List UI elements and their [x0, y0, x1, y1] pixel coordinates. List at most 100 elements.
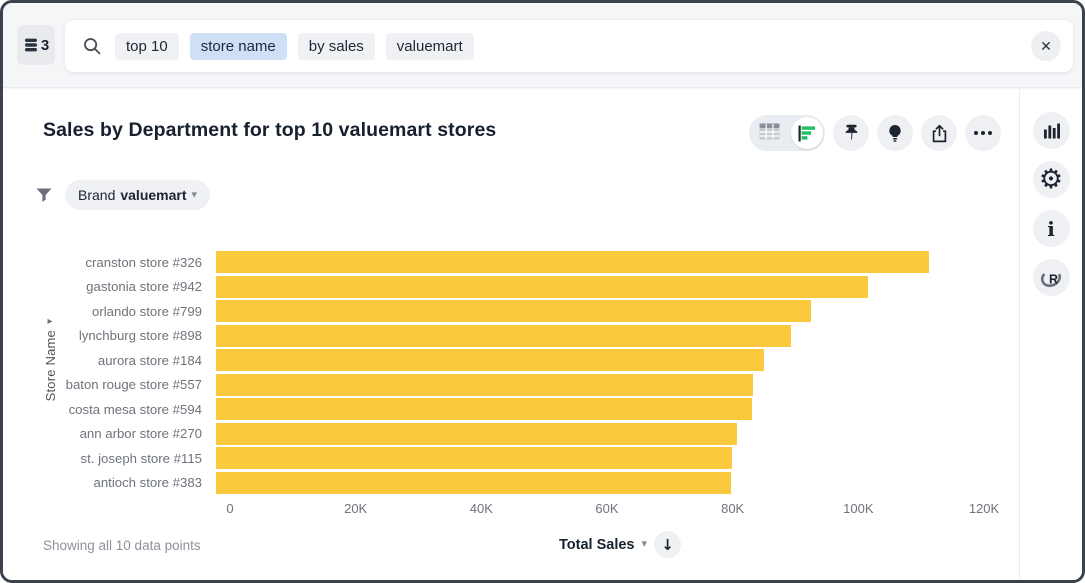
bar-track — [216, 324, 970, 347]
bar[interactable] — [216, 398, 752, 421]
data-points-status: Showing all 10 data points — [43, 538, 201, 553]
search-icon — [82, 36, 102, 56]
chart-bar-row: orlando store #799 — [3, 299, 1012, 324]
bar-track — [216, 251, 970, 274]
answer-panel: Sales by Department for top 10 valuemart… — [3, 89, 1082, 580]
database-icon — [23, 37, 39, 53]
gear-icon: ⚙ — [1038, 164, 1064, 195]
x-axis-tick-label: 0 — [226, 501, 234, 516]
bar-track — [216, 447, 970, 470]
x-axis-tick-label: 100K — [843, 501, 874, 516]
category-label: ann arbor store #270 — [79, 426, 202, 442]
filter-row: Brand valuemart ▾ — [36, 180, 211, 210]
chevron-down-icon: ▾ — [191, 188, 198, 201]
bar[interactable] — [216, 422, 737, 445]
category-label: lynchburg store #898 — [78, 328, 202, 344]
lightbulb-icon — [887, 124, 903, 143]
category-label: antioch store #383 — [93, 475, 202, 491]
pin-icon — [843, 124, 860, 143]
pin-button[interactable] — [833, 115, 869, 151]
search-bar[interactable]: top 10 store name by sales valuemart ✕ — [65, 20, 1073, 72]
info-icon: i — [1047, 216, 1055, 241]
chart-bar-row: antioch store #383 — [3, 471, 1012, 496]
chart-bar-row: cranston store #326 — [3, 250, 1012, 275]
bar[interactable] — [216, 447, 732, 470]
filter-label: Brand — [78, 187, 116, 203]
chart-bar-row: aurora store #184 — [3, 348, 1012, 373]
category-label: aurora store #184 — [97, 352, 202, 368]
table-view-icon[interactable] — [759, 123, 780, 145]
bar[interactable] — [216, 349, 764, 372]
y-axis-expand-icon[interactable]: ▸ — [47, 316, 53, 327]
bar-track — [216, 349, 970, 372]
x-axis-title[interactable]: Total Sales — [559, 536, 635, 553]
bar[interactable] — [216, 373, 753, 396]
x-axis-tick-label: 80K — [721, 501, 745, 516]
data-source-button[interactable]: 3 — [17, 25, 55, 65]
sort-descending-icon: ↓ — [661, 535, 674, 554]
chart-bar-row: st. joseph store #115 — [3, 446, 1012, 471]
chart-bar-row: lynchburg store #898 — [3, 324, 1012, 349]
category-label: orlando store #799 — [92, 303, 202, 319]
insights-button[interactable] — [877, 115, 913, 151]
view-toggle[interactable] — [749, 115, 825, 151]
category-label: st. joseph store #115 — [80, 450, 202, 466]
sort-direction-button[interactable]: ↓ — [654, 531, 682, 558]
search-token[interactable]: by sales — [297, 32, 375, 60]
answer-actions — [749, 115, 1001, 151]
bar[interactable] — [216, 251, 930, 274]
close-search-button[interactable]: ✕ — [1031, 31, 1061, 61]
chevron-down-icon: ▾ — [641, 538, 648, 550]
bar-track — [216, 398, 970, 421]
bar[interactable] — [216, 300, 812, 323]
x-axis: 0 20K 40K 60K 80K 100K 120K — [226, 501, 999, 517]
bar[interactable] — [216, 471, 731, 494]
filter-value: valuemart — [120, 187, 187, 203]
search-token[interactable]: store name — [189, 32, 287, 60]
share-button[interactable] — [921, 115, 957, 151]
x-axis-tick-label: 40K — [469, 501, 493, 516]
bar-track — [216, 422, 970, 445]
search-token[interactable]: valuemart — [385, 32, 474, 60]
x-axis-tick-label: 120K — [968, 501, 1000, 516]
page-title: Sales by Department for top 10 valuemart… — [43, 119, 497, 141]
r-analysis-button[interactable]: R — [1032, 259, 1070, 296]
svg-text:R: R — [1049, 272, 1058, 286]
x-axis-tick-label: 60K — [595, 501, 619, 516]
filter-funnel-icon[interactable] — [36, 188, 52, 203]
chart-bar-row: ann arbor store #270 — [3, 422, 1012, 447]
chart-bar-row: baton rouge store #557 — [3, 373, 1012, 398]
chart-rows: cranston store #326 gastonia store #942 or… — [3, 250, 1012, 495]
bar-track — [216, 300, 970, 323]
chart-bar-row: gastonia store #942 — [3, 275, 1012, 300]
bar[interactable] — [216, 324, 791, 347]
info-button[interactable]: i — [1032, 210, 1070, 247]
search-token[interactable]: top 10 — [115, 32, 179, 60]
search-token-list: top 10 store name by sales valuemart — [115, 32, 1031, 60]
settings-button[interactable]: ⚙ — [1032, 161, 1070, 198]
data-source-count: 3 — [40, 36, 50, 54]
bar-track — [216, 471, 970, 494]
chart-bar-row: costa mesa store #594 — [3, 397, 1012, 422]
brand-filter-chip[interactable]: Brand valuemart ▾ — [65, 180, 211, 210]
y-axis-title-block: ▸ Store Name — [41, 316, 59, 402]
chart-view-icon-selected[interactable] — [791, 117, 823, 149]
bar-chart-icon — [1043, 123, 1060, 139]
category-label: gastonia store #942 — [86, 279, 202, 295]
bar[interactable] — [216, 275, 869, 298]
more-options-button[interactable] — [965, 115, 1001, 151]
right-sidebar: ⚙ i R — [1019, 89, 1082, 580]
r-logo-icon: R — [1040, 268, 1062, 287]
bar-track — [216, 373, 970, 396]
x-axis-tick-label: 20K — [344, 501, 368, 516]
bar-track — [216, 275, 970, 298]
category-label: costa mesa store #594 — [68, 401, 202, 417]
ellipsis-icon — [974, 131, 992, 135]
category-label: cranston store #326 — [85, 254, 202, 270]
category-label: baton rouge store #557 — [65, 377, 202, 393]
chart-config-button[interactable] — [1032, 112, 1070, 149]
share-icon — [931, 124, 948, 143]
search-topbar: 3 top 10 store name by sales valuemart ✕ — [3, 3, 1082, 88]
x-axis-sort-widget[interactable]: Total Sales ▾ ↓ — [559, 531, 682, 558]
